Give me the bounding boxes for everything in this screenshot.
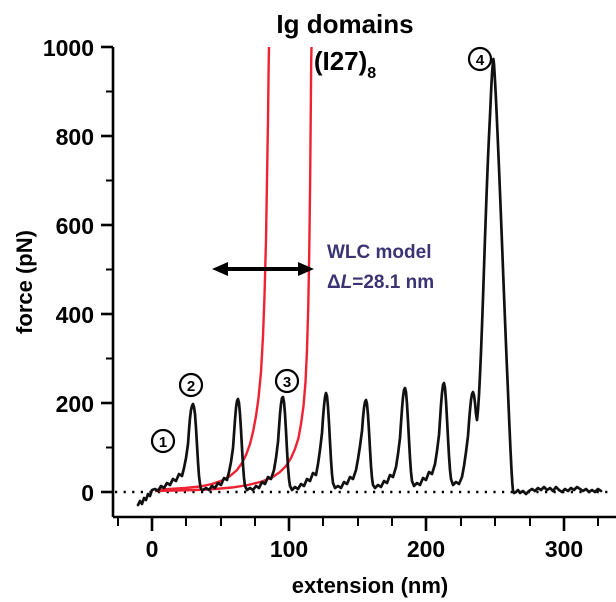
y-tick-400: 400 bbox=[56, 302, 94, 328]
svg-text:(I27)8: (I27)8 bbox=[314, 46, 376, 82]
chart-subtitle: (I27)8 bbox=[314, 46, 376, 82]
delta-l-double-arrow bbox=[212, 262, 314, 276]
marker-2-label: 2 bbox=[187, 378, 195, 395]
wlc-model-label: WLC model bbox=[327, 242, 432, 263]
y-axis-label: force (pN) bbox=[12, 230, 37, 334]
trace-path bbox=[136, 57, 603, 507]
l-symbol: L bbox=[341, 272, 353, 293]
y-axis-tick-labels: 1000 800 600 400 200 0 bbox=[43, 35, 94, 506]
marker-4-label: 4 bbox=[476, 52, 485, 69]
chart-title: Ig domains bbox=[276, 9, 413, 39]
x-tick-100: 100 bbox=[270, 536, 308, 562]
marker-4: 4 bbox=[467, 46, 493, 72]
x-axis-minor-ticks bbox=[117, 517, 599, 526]
delta-l-value: =28.1 nm bbox=[352, 272, 434, 293]
marker-2: 2 bbox=[178, 372, 204, 398]
delta-symbol: Δ bbox=[327, 272, 341, 293]
force-extension-trace bbox=[136, 57, 603, 507]
y-tick-0: 0 bbox=[81, 480, 94, 506]
wlc-curve-1 bbox=[154, 46, 271, 492]
marker-3: 3 bbox=[274, 368, 300, 394]
marker-1-label: 1 bbox=[159, 434, 167, 451]
wlc-model-curves bbox=[154, 46, 313, 493]
y-tick-1000: 1000 bbox=[43, 35, 94, 61]
y-axis-ticks bbox=[101, 45, 113, 494]
y-tick-200: 200 bbox=[56, 391, 94, 417]
x-tick-200: 200 bbox=[407, 536, 445, 562]
marker-1: 1 bbox=[150, 428, 176, 454]
wlc-annotation: WLC model ΔL=28.1 nm bbox=[327, 242, 434, 293]
subtitle-main: (I27) bbox=[314, 46, 367, 76]
axis-lines bbox=[111, 47, 616, 519]
x-tick-300: 300 bbox=[545, 536, 583, 562]
y-tick-600: 600 bbox=[56, 213, 94, 239]
y-axis-minor-ticks bbox=[106, 90, 113, 449]
wlc-curve-2 bbox=[154, 46, 313, 493]
x-tick-0: 0 bbox=[146, 536, 159, 562]
x-axis-label: extension (nm) bbox=[292, 573, 448, 598]
x-axis-ticks bbox=[150, 517, 566, 531]
subtitle-subscript: 8 bbox=[367, 65, 376, 82]
delta-l-label: ΔL=28.1 nm bbox=[327, 272, 434, 293]
x-axis-tick-labels: 0 100 200 300 bbox=[146, 536, 584, 562]
y-tick-800: 800 bbox=[56, 124, 94, 150]
marker-3-label: 3 bbox=[283, 374, 291, 391]
